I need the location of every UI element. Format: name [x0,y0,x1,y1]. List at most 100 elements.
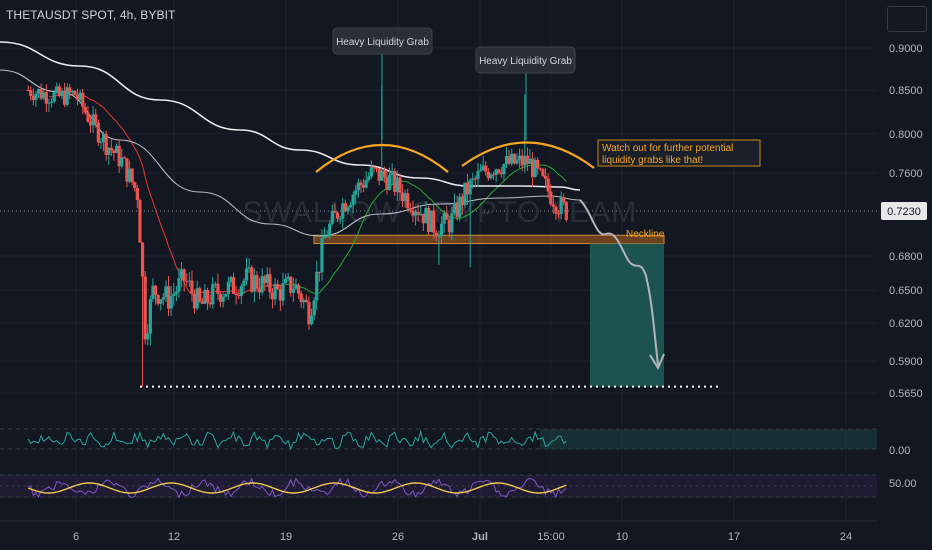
candle-body [393,171,397,192]
candle-32 [109,139,113,157]
candle-body [471,178,475,181]
chart-settings-button[interactable] [887,6,927,32]
candle-body [94,114,98,123]
candle-body [31,95,35,101]
candle-body [473,178,477,180]
candle-146 [406,188,410,213]
candle-18 [73,90,77,96]
candle-body [117,145,121,167]
candle-body [330,210,334,224]
projection-arrowhead [649,353,665,371]
y-tick-label: 0.5650 [889,388,923,400]
candle-body [523,155,527,166]
candle-body [525,155,529,164]
candle-105 [299,290,303,308]
candle-body [91,114,95,126]
candle-body [57,86,61,97]
candle-121 [341,197,345,229]
liquidity-grab-text-2: Heavy Liquidity Grab [479,56,572,67]
candle-29 [101,131,106,152]
candle-189 [517,148,522,169]
candle-body [143,276,147,340]
liquidity-grab-box-2 [475,46,576,74]
liquidity-grab-label-1[interactable]: Heavy Liquidity Grab [332,27,433,55]
candle-body [112,150,116,154]
candle-20 [78,89,82,104]
candle-body [429,210,433,233]
candle-body [390,171,394,175]
candle-body [437,235,441,237]
candle-13 [60,87,64,100]
candle-body [478,169,483,172]
candle-body [36,89,41,94]
candle-43 [138,198,142,243]
candle-184 [504,146,509,169]
candle-107 [304,294,308,304]
candle-body [221,296,225,302]
candle-117 [330,204,334,226]
candle-body [177,278,181,292]
neckline-label: Neckline [626,229,665,240]
candle-body [172,293,176,296]
candle-191 [523,94,527,173]
candle-body [408,208,412,211]
candle-body [398,177,402,193]
annotations-layer[interactable]: Heavy Liquidity Grab Heavy Liquidity Gra… [332,27,761,240]
candle-183 [502,163,506,181]
candle-34 [114,143,119,154]
liquidity-grab-label-2[interactable]: Heavy Liquidity Grab [475,46,576,74]
candle-body [26,90,30,91]
candle-body [463,182,467,206]
candle-body [78,92,82,100]
candle-166 [458,193,462,222]
candle-body [203,289,207,304]
x-tick-label: 6 [73,531,79,543]
candle-165 [455,195,459,221]
candle-body [120,157,124,167]
candle-73 [216,273,220,301]
candle-body [198,288,202,302]
candle-body [424,207,428,224]
candle-body [148,299,152,334]
x-tick-label: 19 [280,531,292,543]
x-axis: 6 12 19 26 Jul 15:00 10 17 24 [73,531,852,543]
candle-body [562,197,566,203]
candle-body [257,288,262,293]
candle-31 [107,146,111,165]
y-tick-label: 0.8500 [889,85,923,97]
projection-path [579,199,659,366]
candles-layer[interactable] [26,82,568,387]
candle-body [44,92,48,104]
candle-123 [346,205,350,215]
candle-204 [556,210,561,219]
candle-72 [213,281,217,288]
candle-body [419,213,423,215]
candle-60 [182,268,186,292]
candle-body [237,294,241,297]
candle-body [125,158,129,182]
candle-body [250,267,254,292]
candle-body [286,276,290,279]
candle-87 [252,268,256,303]
candle-body [239,286,243,297]
candle-body [543,176,548,179]
candle-61 [185,273,189,286]
candle-body [192,293,197,309]
candle-body [81,92,85,108]
candle-36 [120,148,124,169]
candle-155 [429,210,433,233]
candle-body [291,288,295,293]
candle-body [263,276,267,284]
candle-body [374,168,379,170]
candle-body [99,142,103,144]
candle-41 [133,181,137,192]
candle-body [476,171,480,179]
y-tick-label: 0.9000 [889,43,923,55]
candle-body [216,283,220,294]
candle-172 [473,175,477,188]
watch-note[interactable]: Watch out for further potential liquidit… [597,139,761,167]
candle-14 [62,82,67,107]
candle-body [442,213,446,224]
candle-144 [400,184,405,208]
